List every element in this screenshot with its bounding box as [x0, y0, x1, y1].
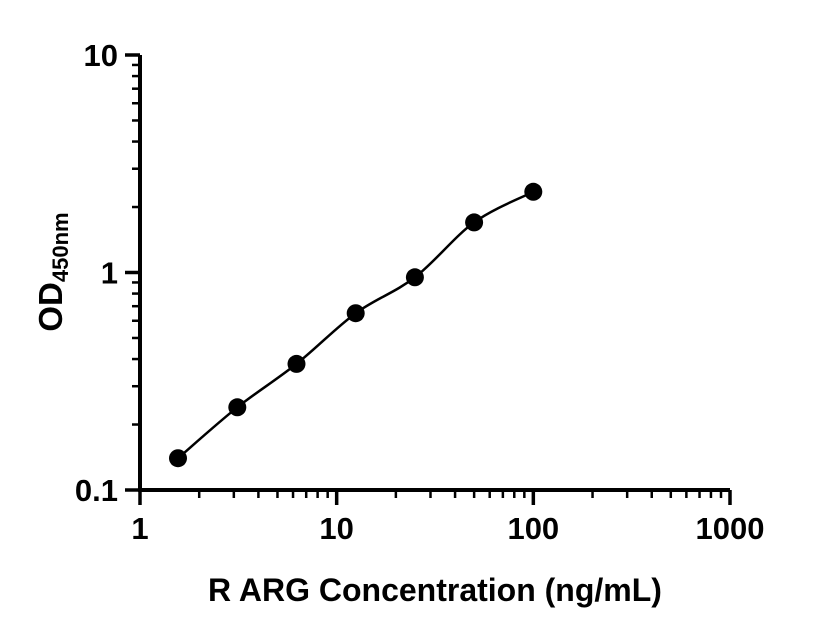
y-axis-title: OD450nm — [32, 212, 73, 331]
data-point — [228, 398, 247, 417]
data-point — [346, 304, 365, 323]
curve-layer — [177, 190, 534, 460]
x-tick-label: 10 — [319, 511, 353, 546]
data-point — [405, 268, 424, 287]
x-axis-title: R ARG Concentration (ng/mL) — [208, 572, 662, 608]
data-point — [169, 449, 187, 468]
fit-curve — [177, 190, 534, 460]
x-tick-label: 1000 — [696, 511, 765, 546]
y-tick-label: 10 — [84, 38, 118, 73]
data-point — [287, 354, 306, 373]
data-point — [465, 213, 484, 232]
axes-layer — [138, 55, 730, 492]
y-axis-title-sub: 450nm — [48, 212, 73, 282]
points-layer — [169, 182, 543, 468]
y-tick-label: 1 — [101, 256, 118, 291]
data-point — [524, 182, 543, 201]
y-tick-label: 0.1 — [75, 473, 118, 508]
x-tick-label: 100 — [507, 511, 559, 546]
ticks-layer: 1 10 100 1000 0.1 1 10 — [75, 38, 765, 546]
x-tick-label: 1 — [131, 511, 148, 546]
y-axis-title-main: OD — [32, 282, 69, 332]
